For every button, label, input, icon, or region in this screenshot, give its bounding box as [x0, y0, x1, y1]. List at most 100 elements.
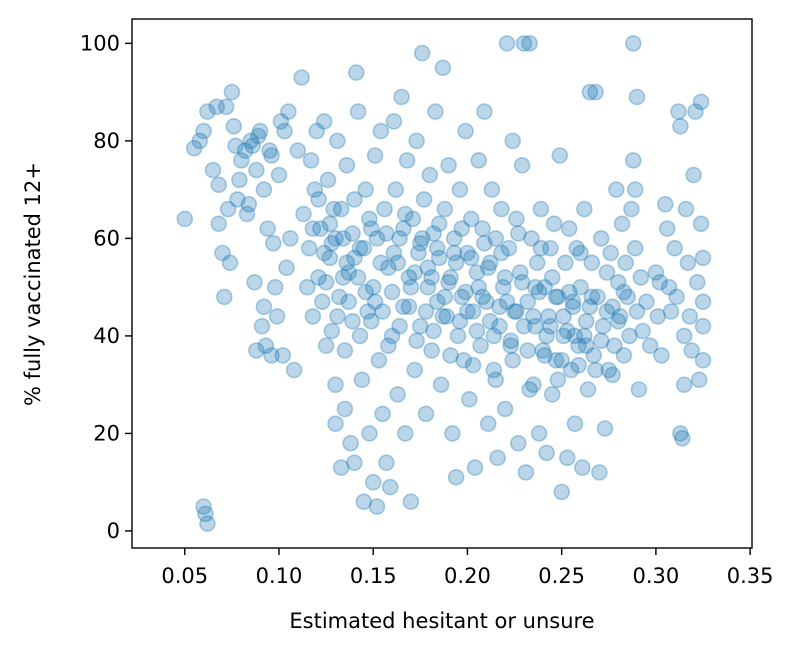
data-point: [572, 244, 589, 262]
data-point: [498, 293, 516, 311]
data-point: [364, 278, 382, 296]
data-point: [327, 230, 344, 247]
data-point: [447, 254, 465, 272]
data-point: [453, 288, 471, 306]
data-point: [263, 347, 280, 364]
data-point: [508, 303, 525, 320]
data-point: [502, 332, 520, 350]
data-point: [298, 278, 316, 296]
data-point: [683, 342, 701, 359]
data-point: [525, 308, 542, 325]
data-point: [617, 254, 635, 272]
data-point: [615, 283, 633, 301]
data-point: [323, 235, 341, 252]
data-point: [624, 152, 642, 169]
x-axis: 0.05 0.10 0.15 0.20 0.25 0.30 0.35: [161, 548, 773, 588]
data-point: [672, 425, 689, 442]
data-point: [219, 200, 237, 218]
data-point: [327, 376, 344, 394]
data-point: [543, 386, 561, 403]
data-point: [668, 288, 685, 306]
data-point: [278, 259, 295, 277]
data-point: [534, 342, 552, 359]
data-point: [675, 327, 693, 345]
data-point: [692, 215, 710, 233]
data-point: [447, 468, 465, 486]
data-point: [641, 337, 659, 355]
data-point: [455, 351, 473, 369]
data-point: [526, 278, 544, 296]
data-point: [423, 269, 440, 286]
data-point: [457, 283, 474, 301]
data-point: [413, 230, 431, 247]
data-point: [619, 288, 636, 306]
data-point: [248, 161, 265, 179]
data-point: [491, 317, 508, 335]
data-point: [225, 118, 243, 135]
data-point: [568, 239, 586, 257]
data-point: [487, 371, 505, 389]
data-point: [598, 264, 616, 281]
x-tick-label: 0.35: [727, 564, 774, 588]
data-point: [425, 225, 442, 242]
data-point: [317, 337, 335, 355]
data-point: [436, 200, 454, 218]
data-point: [240, 196, 258, 213]
data-point: [572, 278, 589, 296]
data-point: [223, 83, 241, 101]
data-point: [566, 415, 584, 433]
data-point: [489, 449, 506, 467]
data-point: [487, 230, 505, 247]
data-point: [238, 205, 256, 223]
data-point: [417, 405, 435, 423]
data-point: [581, 298, 599, 316]
data-point: [656, 196, 674, 213]
points-layer: [176, 35, 712, 532]
data-point: [398, 152, 416, 169]
data-point: [517, 464, 535, 481]
data-point: [459, 303, 476, 320]
data-point: [558, 449, 576, 467]
data-point: [325, 200, 342, 218]
data-point: [400, 269, 418, 286]
data-point: [525, 376, 542, 394]
data-point: [321, 215, 339, 233]
data-point: [491, 298, 508, 316]
data-point: [249, 127, 267, 145]
data-point: [214, 244, 231, 262]
data-point: [579, 381, 597, 398]
data-point: [673, 429, 691, 447]
data-point: [310, 269, 327, 286]
data-point: [519, 293, 537, 311]
data-point: [357, 181, 375, 198]
data-point: [231, 171, 248, 189]
data-point: [672, 118, 689, 135]
data-point: [362, 220, 380, 237]
data-point: [315, 113, 333, 130]
data-point: [464, 303, 482, 320]
data-point: [496, 269, 514, 286]
data-point: [647, 264, 665, 281]
data-point: [195, 122, 212, 140]
data-point: [542, 317, 559, 335]
data-point: [385, 244, 403, 262]
data-point: [681, 308, 699, 325]
data-point: [532, 239, 550, 257]
data-point: [304, 308, 322, 325]
data-point: [395, 220, 412, 237]
data-point: [351, 239, 369, 257]
data-point: [285, 361, 303, 379]
data-point: [476, 103, 493, 120]
data-point: [342, 434, 359, 452]
data-point: [313, 293, 331, 311]
data-point: [688, 273, 706, 291]
data-point: [344, 225, 361, 242]
data-point: [361, 425, 378, 442]
data-point: [587, 361, 604, 379]
data-point: [504, 132, 522, 150]
data-point: [451, 312, 469, 330]
data-point: [191, 132, 209, 150]
data-point: [564, 293, 582, 311]
data-point: [459, 244, 476, 262]
data-point: [210, 215, 227, 233]
